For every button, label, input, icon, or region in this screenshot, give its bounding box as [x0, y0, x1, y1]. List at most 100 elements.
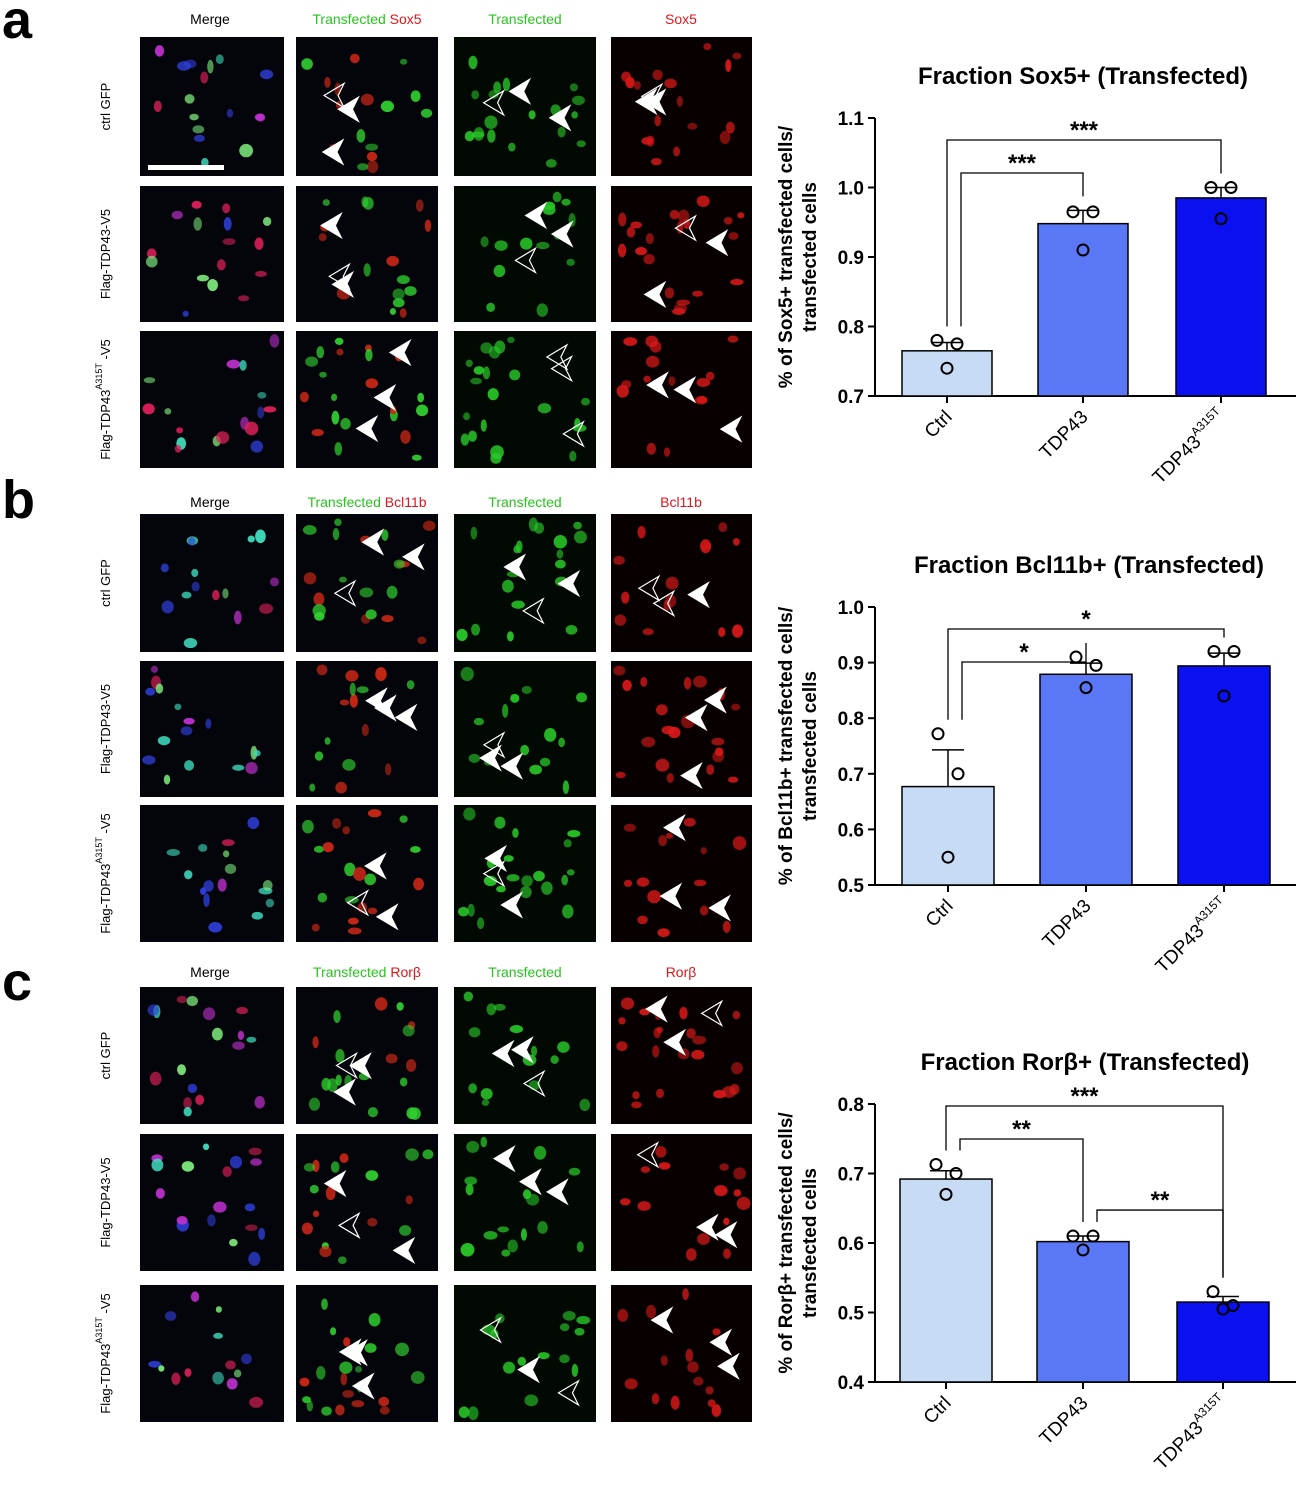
arrowhead-filled — [508, 77, 532, 105]
row-label-main: Flag-TDP43 — [98, 1344, 113, 1414]
cell-blob — [340, 418, 351, 430]
cell-blob — [536, 241, 550, 250]
cell-blob — [313, 592, 325, 606]
cell-blob — [506, 874, 520, 882]
cell-blob — [208, 922, 223, 933]
row-label-suffix: -V5 — [98, 339, 113, 363]
cell-blob — [161, 600, 174, 614]
x-tick-label-main: Ctrl — [920, 1393, 956, 1429]
cell-blob — [198, 843, 208, 852]
cell-blob — [511, 600, 525, 609]
row-label: Flag-TDP43-V5 — [98, 1157, 113, 1247]
cell-blob — [392, 288, 405, 300]
x-tick-label: TDP43 — [1036, 407, 1093, 464]
cell-blob — [367, 1107, 379, 1118]
cell-blob — [192, 125, 205, 134]
data-point — [1206, 1285, 1220, 1299]
cell-blob — [244, 1203, 256, 1212]
cell-blob — [188, 537, 196, 546]
cell-blob — [262, 880, 273, 891]
arrowhead-open — [514, 246, 537, 274]
cell-blob — [480, 1088, 493, 1100]
cell-blob — [375, 667, 387, 682]
cell-blob — [356, 686, 369, 694]
column-header: Transfected — [488, 964, 561, 980]
cell-blob — [722, 920, 731, 933]
cell-blob — [207, 278, 218, 292]
x-tick-label: Ctrl — [920, 1393, 956, 1429]
data-point — [1069, 650, 1083, 664]
cell-blob — [202, 1143, 210, 1151]
cell-blob — [645, 233, 654, 245]
cell-blob — [357, 163, 369, 171]
cell-blob — [344, 862, 356, 877]
cell-blob — [149, 1071, 162, 1086]
cell-blob — [215, 431, 230, 444]
cell-blob — [683, 677, 692, 690]
cell-blob — [299, 1377, 310, 1387]
cell-blob — [533, 870, 545, 882]
cell-blob — [480, 342, 493, 354]
significance-bracket — [1096, 1209, 1224, 1278]
cell-blob — [368, 1313, 381, 1327]
column-header-part: Bcl11b — [381, 494, 427, 510]
arrowhead-filled — [373, 383, 397, 412]
cell-blob — [324, 737, 331, 745]
cell-blob — [635, 246, 647, 256]
cell-blob — [705, 1386, 714, 1395]
cell-blob — [483, 875, 498, 887]
arrowhead-filled — [659, 882, 683, 910]
cell-blob — [381, 615, 394, 623]
column-header: Transfected Sox5 — [312, 11, 421, 27]
micrograph-image — [611, 1134, 752, 1271]
cell-blob — [392, 298, 405, 308]
cell-blob — [731, 1062, 743, 1075]
cell-blob — [184, 870, 193, 880]
cell-blob — [203, 1007, 216, 1021]
cell-blob — [696, 195, 710, 207]
cell-blob — [343, 1337, 351, 1347]
cell-blob — [614, 614, 627, 626]
cell-blob — [241, 1353, 252, 1365]
panel-letter: a — [2, 0, 33, 50]
arrowhead-open — [479, 1316, 502, 1344]
cell-blob — [574, 1327, 585, 1336]
cell-blob — [468, 430, 477, 442]
row-label: Flag-TDP43A315T -V5 — [94, 1293, 113, 1413]
arrowhead-filled — [491, 1039, 515, 1068]
cell-blob — [464, 1176, 478, 1185]
cell-blob — [663, 599, 671, 611]
cell-blob — [579, 1098, 591, 1112]
cell-blob — [566, 258, 575, 266]
micrograph-image — [611, 661, 752, 797]
cell-blob — [239, 360, 247, 371]
cell-blob — [269, 577, 280, 587]
cell-blob — [621, 591, 630, 604]
cell-blob — [312, 1036, 319, 1049]
cell-blob — [656, 1088, 665, 1099]
arrowhead-filled — [361, 528, 385, 556]
cell-blob — [142, 403, 155, 415]
cell-blob — [415, 199, 424, 212]
row-label-sup: A315T — [94, 1317, 104, 1344]
column-header: Merge — [190, 964, 230, 980]
cell-blob — [374, 997, 388, 1011]
cell-blob — [693, 1376, 704, 1386]
arrowhead-filled — [320, 211, 343, 240]
cell-blob — [617, 243, 627, 258]
cell-blob — [187, 1083, 198, 1094]
cell-blob — [524, 1394, 539, 1407]
data-point — [1216, 1302, 1230, 1316]
cell-blob — [460, 667, 474, 681]
cell-blob — [670, 1395, 680, 1410]
cell-blob — [342, 1389, 354, 1398]
cell-blob — [520, 744, 530, 756]
cell-blob — [725, 59, 732, 72]
cell-blob — [347, 917, 359, 925]
cell-blob — [537, 403, 552, 414]
data-point — [1089, 658, 1103, 672]
chart-title: Fraction Sox5+ (Transfected) — [918, 63, 1248, 90]
row-label: Flag-TDP43-V5 — [98, 209, 113, 299]
cell-blob — [718, 522, 728, 533]
cell-blob — [163, 774, 171, 785]
